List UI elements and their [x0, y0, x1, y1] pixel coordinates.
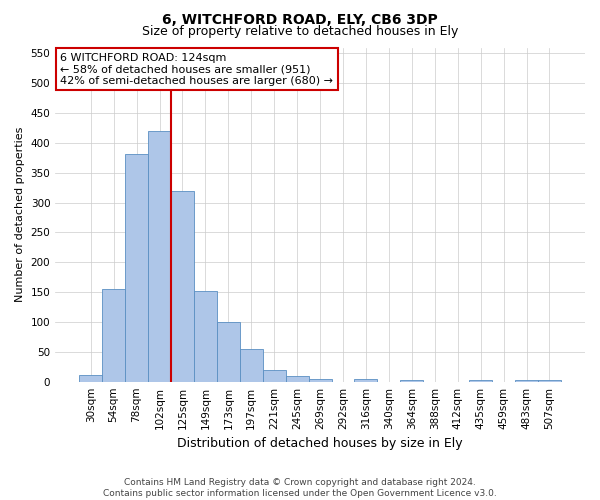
Bar	[194, 291, 217, 382]
Bar	[125, 154, 148, 382]
Bar	[469, 380, 492, 382]
Bar	[217, 322, 240, 382]
Bar	[286, 376, 308, 382]
Bar	[515, 380, 538, 382]
X-axis label: Distribution of detached houses by size in Ely: Distribution of detached houses by size …	[177, 437, 463, 450]
Bar	[355, 378, 377, 382]
Bar	[171, 190, 194, 382]
Text: 6, WITCHFORD ROAD, ELY, CB6 3DP: 6, WITCHFORD ROAD, ELY, CB6 3DP	[162, 12, 438, 26]
Text: Contains HM Land Registry data © Crown copyright and database right 2024.
Contai: Contains HM Land Registry data © Crown c…	[103, 478, 497, 498]
Y-axis label: Number of detached properties: Number of detached properties	[15, 127, 25, 302]
Bar	[102, 289, 125, 382]
Bar	[538, 380, 561, 382]
Bar	[240, 349, 263, 382]
Bar	[308, 378, 332, 382]
Text: 6 WITCHFORD ROAD: 124sqm
← 58% of detached houses are smaller (951)
42% of semi-: 6 WITCHFORD ROAD: 124sqm ← 58% of detach…	[61, 52, 334, 86]
Bar	[263, 370, 286, 382]
Bar	[79, 374, 102, 382]
Bar	[400, 380, 423, 382]
Text: Size of property relative to detached houses in Ely: Size of property relative to detached ho…	[142, 25, 458, 38]
Bar	[148, 131, 171, 382]
